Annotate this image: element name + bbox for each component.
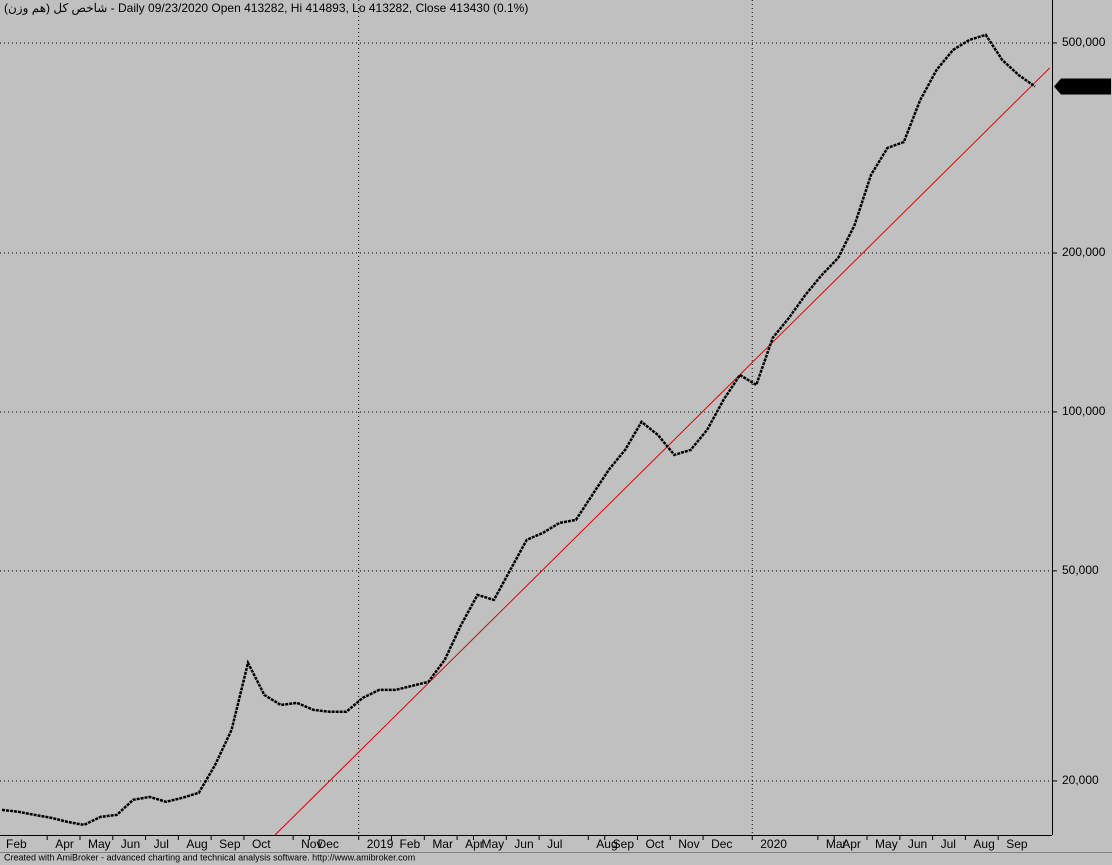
y-tick-label: 500,000: [1062, 35, 1106, 49]
y-tick-label: 100,000: [1062, 404, 1106, 418]
x-tick-label: Mar: [826, 837, 847, 851]
chart-title: شاخص كل (هم وزن) - Daily 09/23/2020 Open…: [4, 1, 528, 15]
x-tick-label: Jun: [514, 837, 533, 851]
y-tick-label: 20,000: [1062, 773, 1099, 787]
x-tick-label: Feb: [6, 837, 27, 851]
x-tick-label: Sep: [1006, 837, 1028, 851]
x-tick-label: Nov: [678, 837, 699, 851]
x-tick-label: Apr: [842, 837, 861, 851]
x-tick-label: Aug: [596, 837, 617, 851]
x-tick-label: Jul: [154, 837, 169, 851]
x-tick-label: Sep: [219, 837, 241, 851]
x-tick-label: Oct: [645, 837, 664, 851]
x-tick-label: 2019: [367, 837, 394, 851]
x-tick-label: May: [875, 837, 898, 851]
x-tick-label: Jun: [121, 837, 140, 851]
x-tick-label: Jul: [941, 837, 956, 851]
x-tick-label: May: [482, 837, 505, 851]
footer: Created with AmiBroker - advanced charti…: [4, 852, 415, 862]
x-tick-label: Apr: [55, 837, 74, 851]
x-tick-label: May: [88, 837, 111, 851]
x-tick-label: Dec: [318, 837, 339, 851]
x-tick-label: Aug: [973, 837, 994, 851]
x-tick-label: Dec: [711, 837, 732, 851]
x-tick-label: Nov: [301, 837, 322, 851]
x-tick-label: Feb: [400, 837, 421, 851]
last-price-box: [1054, 78, 1111, 95]
y-tick-label: 200,000: [1062, 245, 1106, 259]
x-tick-label: Jun: [908, 837, 927, 851]
last-price-label: 413,430: [1062, 79, 1106, 93]
x-tick-label: Aug: [186, 837, 207, 851]
x-tick-label: Jul: [547, 837, 562, 851]
price-line: [1, 33, 1036, 827]
x-tick-label: 2020: [760, 837, 787, 851]
trend-line: [274, 67, 1051, 836]
y-tick-label: 50,000: [1062, 563, 1099, 577]
x-tick-label: Oct: [252, 837, 271, 851]
x-tick-label: Mar: [432, 837, 453, 851]
x-tick-label: Apr: [465, 837, 484, 851]
x-tick-label: Sep: [613, 837, 635, 851]
